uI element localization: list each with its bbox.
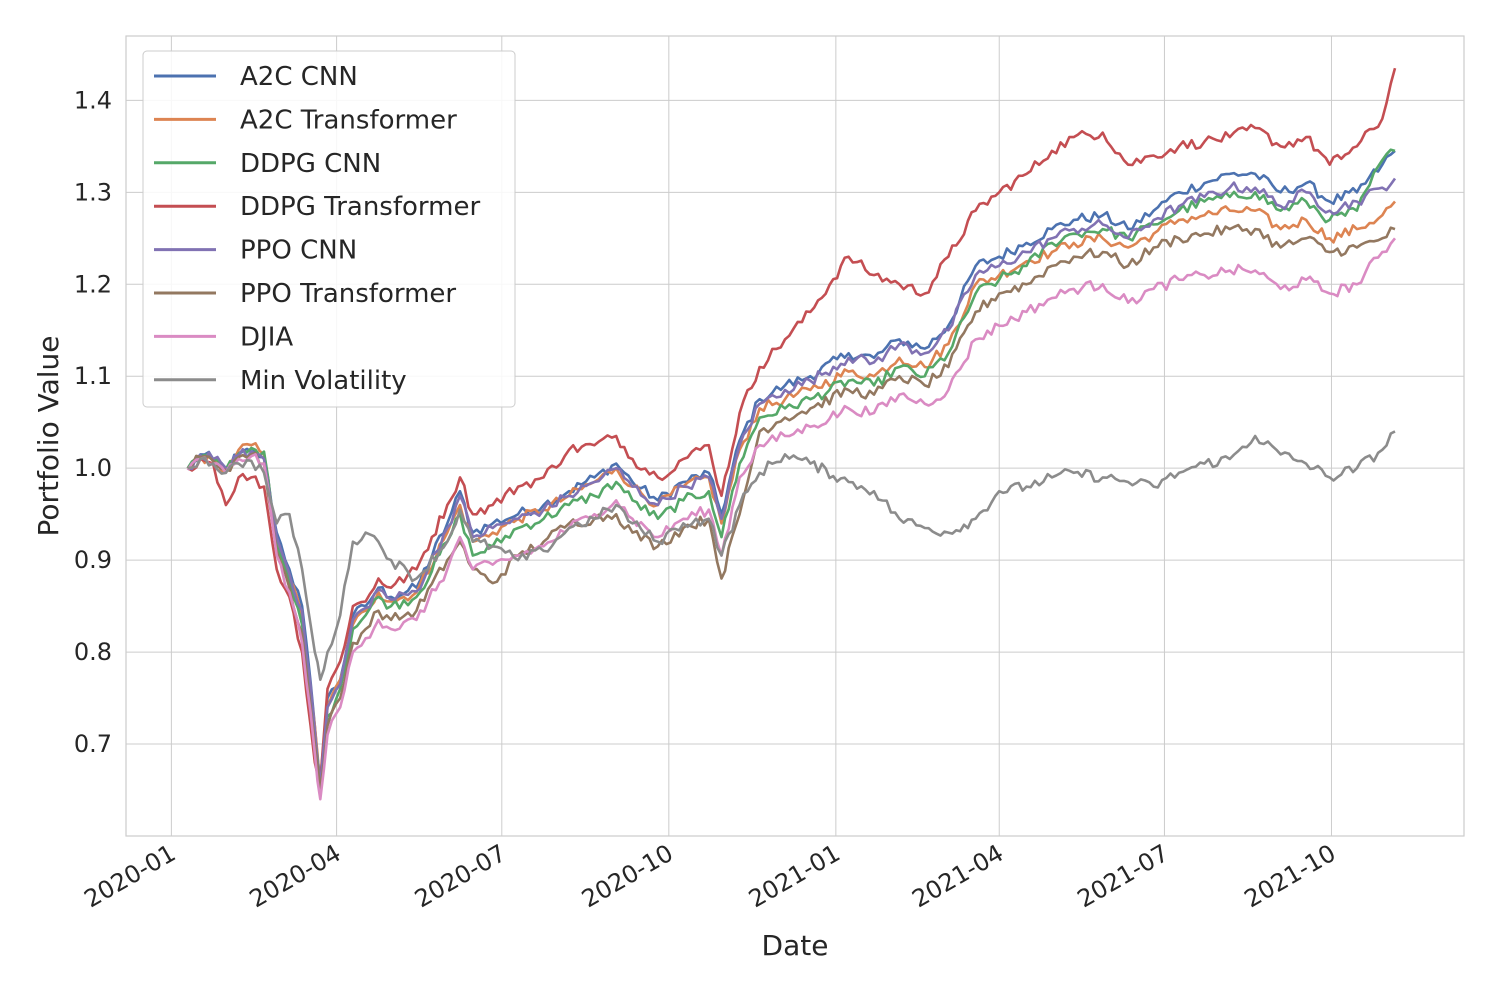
x-tick-label: 2021-07	[1073, 839, 1174, 913]
series-line-ppo-transformer	[187, 223, 1396, 792]
legend-label: DJIA	[240, 322, 293, 352]
series-line-a2c-cnn	[186, 149, 1396, 783]
y-axis-label: Portfolio Value	[32, 336, 65, 537]
series-line-min-volatility	[187, 430, 1396, 681]
series-line-djia	[186, 237, 1397, 801]
legend-label: A2C Transformer	[240, 105, 457, 135]
y-tick-label: 1.1	[74, 362, 112, 390]
series-lines	[186, 67, 1397, 801]
x-tick-label: 2021-04	[907, 839, 1008, 913]
series-line-ddpg-cnn	[186, 148, 1396, 792]
y-tick-label: 1.3	[74, 178, 112, 206]
x-tick-label: 2020-01	[80, 839, 181, 913]
series-line-a2c-transformer	[186, 200, 1396, 792]
y-tick-label: 1.0	[74, 454, 112, 482]
legend-label: A2C CNN	[240, 62, 358, 92]
y-axis-ticks: 0.7 0.8 0.9 1.0 1.1 1.2 1.3 1.4	[74, 86, 112, 758]
legend: A2C CNN A2C Transformer DDPG CNN DDPG Trans…	[142, 50, 516, 408]
y-tick-label: 0.7	[74, 730, 112, 758]
legend-label: PPO CNN	[240, 236, 357, 266]
x-axis-label: Date	[762, 929, 829, 962]
y-tick-label: 1.2	[74, 270, 112, 298]
y-tick-label: 1.4	[74, 86, 112, 114]
legend-label: DDPG CNN	[240, 149, 381, 179]
series-line-ddpg-transformer	[187, 67, 1397, 783]
series-line-ppo-cnn	[187, 177, 1397, 787]
x-tick-label: 2020-07	[410, 839, 511, 913]
legend-label: DDPG Transformer	[240, 192, 480, 222]
legend-label: Min Volatility	[240, 366, 407, 396]
legend-box	[142, 50, 516, 408]
x-tick-label: 2020-10	[577, 839, 678, 913]
plot-area	[125, 35, 1465, 837]
x-tick-label: 2021-01	[744, 839, 845, 913]
x-tick-label: 2021-10	[1240, 839, 1341, 913]
x-axis-ticks: 2020-01 2020-04 2020-07 2020-10 2021-01 2021-…	[80, 839, 1341, 913]
y-tick-label: 0.9	[74, 546, 112, 574]
x-tick-label: 2020-04	[245, 839, 346, 913]
y-tick-label: 0.8	[74, 638, 112, 666]
legend-label: PPO Transformer	[240, 279, 456, 309]
